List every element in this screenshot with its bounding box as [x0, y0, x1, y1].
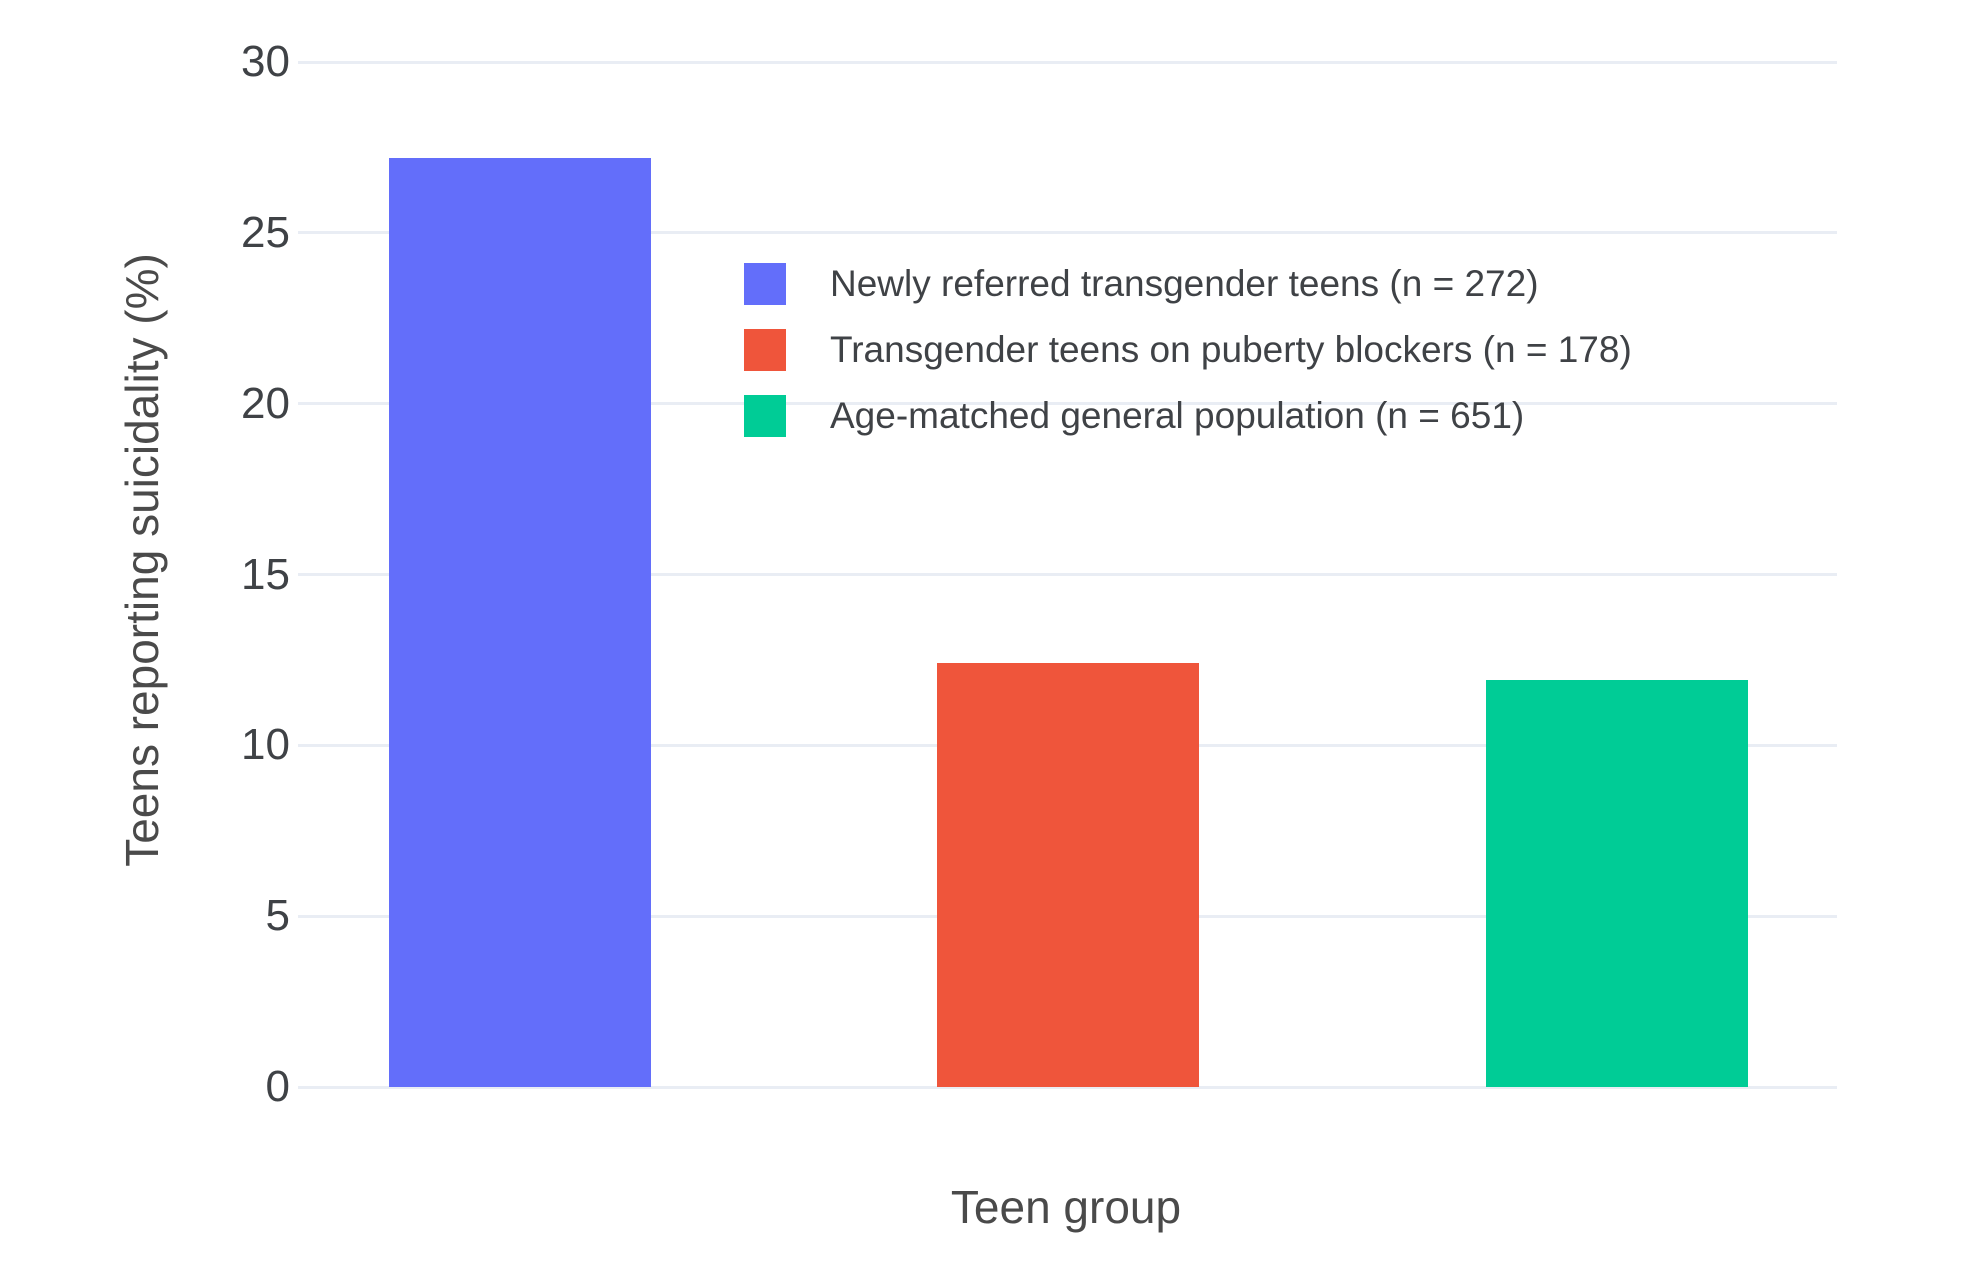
- y-axis-title: Teens reporting suicidality (%): [116, 253, 168, 867]
- gridline: [298, 402, 1837, 406]
- legend-swatch-red: [744, 329, 786, 371]
- x-axis-title: Teen group: [950, 1181, 1182, 1233]
- legend-label: Newly referred transgender teens (n = 27…: [830, 263, 1539, 304]
- legend-swatch-blue: [744, 263, 786, 305]
- legend-label: Transgender teens on puberty blockers (n…: [830, 329, 1632, 370]
- gridline: [298, 60, 1837, 64]
- bar-2[interactable]: [937, 663, 1199, 1087]
- gridline: [298, 1085, 1837, 1089]
- y-tick-label: 20: [241, 378, 290, 428]
- legend-swatch-green: [744, 395, 786, 437]
- legend-item-newly-referred[interactable]: Newly referred transgender teens (n = 27…: [744, 263, 1632, 305]
- gridline: [298, 231, 1837, 235]
- y-tick-label: 0: [265, 1062, 290, 1111]
- y-tick-label: 25: [241, 207, 290, 257]
- legend: Newly referred transgender teens (n = 27…: [744, 263, 1632, 461]
- legend-item-general-population[interactable]: Age-matched general population (n = 651): [744, 395, 1632, 437]
- y-tick-label: 5: [265, 891, 290, 941]
- bar-1[interactable]: [389, 157, 651, 1087]
- legend-item-puberty-blockers[interactable]: Transgender teens on puberty blockers (n…: [744, 329, 1632, 371]
- legend-label: Age-matched general population (n = 651): [830, 395, 1525, 436]
- y-tick-label: 15: [241, 549, 290, 599]
- y-tick-label: 30: [241, 37, 290, 86]
- bar-3[interactable]: [1486, 680, 1748, 1087]
- y-tick-label: 10: [241, 720, 290, 770]
- gridline: [298, 573, 1837, 576]
